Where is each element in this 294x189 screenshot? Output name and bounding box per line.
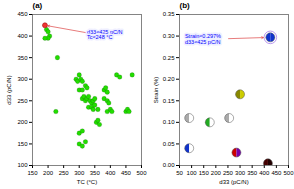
svg-text:450: 450 [121,170,132,176]
svg-text:0.10: 0.10 [163,119,175,125]
svg-text:250: 250 [59,170,70,176]
svg-text:100: 100 [17,162,28,168]
svg-text:400: 400 [17,33,28,39]
svg-text:400: 400 [259,170,270,176]
svg-text:250: 250 [223,170,234,176]
svg-text:d33 (pC/N): d33 (pC/N) [219,179,248,185]
svg-text:300: 300 [235,170,246,176]
svg-text:d33 (pC/N): d33 (pC/N) [6,75,12,104]
svg-text:500: 500 [283,170,294,176]
svg-text:500: 500 [136,170,147,176]
svg-text:200: 200 [17,119,28,125]
svg-text:350: 350 [247,170,258,176]
svg-text:0.35: 0.35 [163,11,175,17]
svg-text:0.15: 0.15 [163,98,175,104]
svg-text:150: 150 [17,141,28,147]
svg-text:50: 50 [176,170,183,176]
svg-text:(b): (b) [180,1,191,10]
svg-text:300: 300 [74,170,85,176]
svg-text:300: 300 [17,76,28,82]
svg-text:0.30: 0.30 [163,33,175,39]
svg-text:350: 350 [17,55,28,61]
svg-text:450: 450 [17,11,28,17]
svg-text:100: 100 [187,170,198,176]
svg-text:150: 150 [199,170,210,176]
svg-text:d33≈425 pC/NTc≈248 °C: d33≈425 pC/NTc≈248 °C [87,29,122,41]
svg-text:0.00: 0.00 [163,162,175,168]
svg-text:Strain (%): Strain (%) [153,77,159,104]
svg-text:200: 200 [211,170,222,176]
svg-text:400: 400 [105,170,116,176]
svg-text:0.25: 0.25 [163,55,175,61]
svg-text:450: 450 [271,170,282,176]
svg-text:TC (°C): TC (°C) [77,179,97,185]
svg-text:0.20: 0.20 [163,76,175,82]
svg-text:0.05: 0.05 [163,141,175,147]
svg-text:150: 150 [27,170,38,176]
svg-text:200: 200 [43,170,54,176]
svg-text:Strain≈0.297%d33≈425 pC/N: Strain≈0.297%d33≈425 pC/N [185,33,221,45]
svg-text:250: 250 [17,98,28,104]
svg-text:(a): (a) [33,1,43,10]
svg-text:350: 350 [90,170,101,176]
